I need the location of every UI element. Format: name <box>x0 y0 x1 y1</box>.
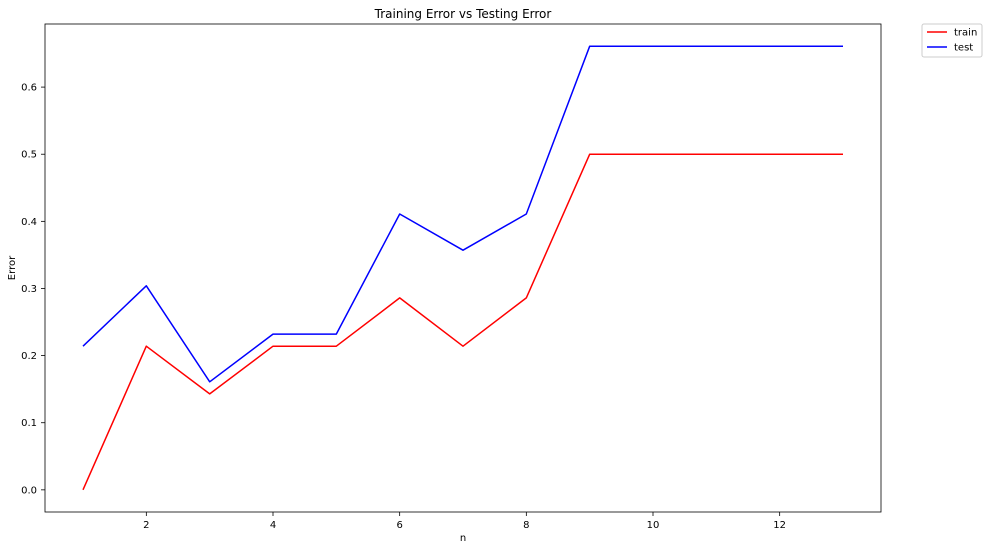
y-tick-label: 0.4 <box>21 217 37 228</box>
x-tick-label: 8 <box>523 520 529 531</box>
legend-label-train: train <box>954 28 977 39</box>
y-tick-label: 0.1 <box>21 418 37 429</box>
x-tick-label: 2 <box>143 520 149 531</box>
y-axis-label: Error <box>7 255 18 280</box>
x-tick-label: 4 <box>270 520 276 531</box>
y-tick-label: 0.6 <box>21 83 37 94</box>
chart-title: Training Error vs Testing Error <box>374 7 552 21</box>
legend-label-test: test <box>954 43 973 54</box>
plot-area <box>44 23 882 513</box>
x-axis: 2 4 6 8 10 12 <box>143 512 786 531</box>
y-tick-label: 0.2 <box>21 351 37 362</box>
series-lines <box>82 45 843 491</box>
x-tick-label: 10 <box>647 520 660 531</box>
x-axis-label: n <box>460 533 466 544</box>
y-tick-label: 0.0 <box>21 485 37 496</box>
y-tick-label: 0.3 <box>21 284 37 295</box>
legend: train test <box>921 23 983 58</box>
y-tick-label: 0.5 <box>21 150 37 161</box>
x-tick-label: 12 <box>773 520 786 531</box>
series-line-test <box>82 45 843 383</box>
series-line-train <box>82 153 843 491</box>
y-axis: 0.0 0.1 0.2 0.3 0.4 0.5 0.6 <box>21 83 45 496</box>
x-tick-label: 6 <box>396 520 402 531</box>
